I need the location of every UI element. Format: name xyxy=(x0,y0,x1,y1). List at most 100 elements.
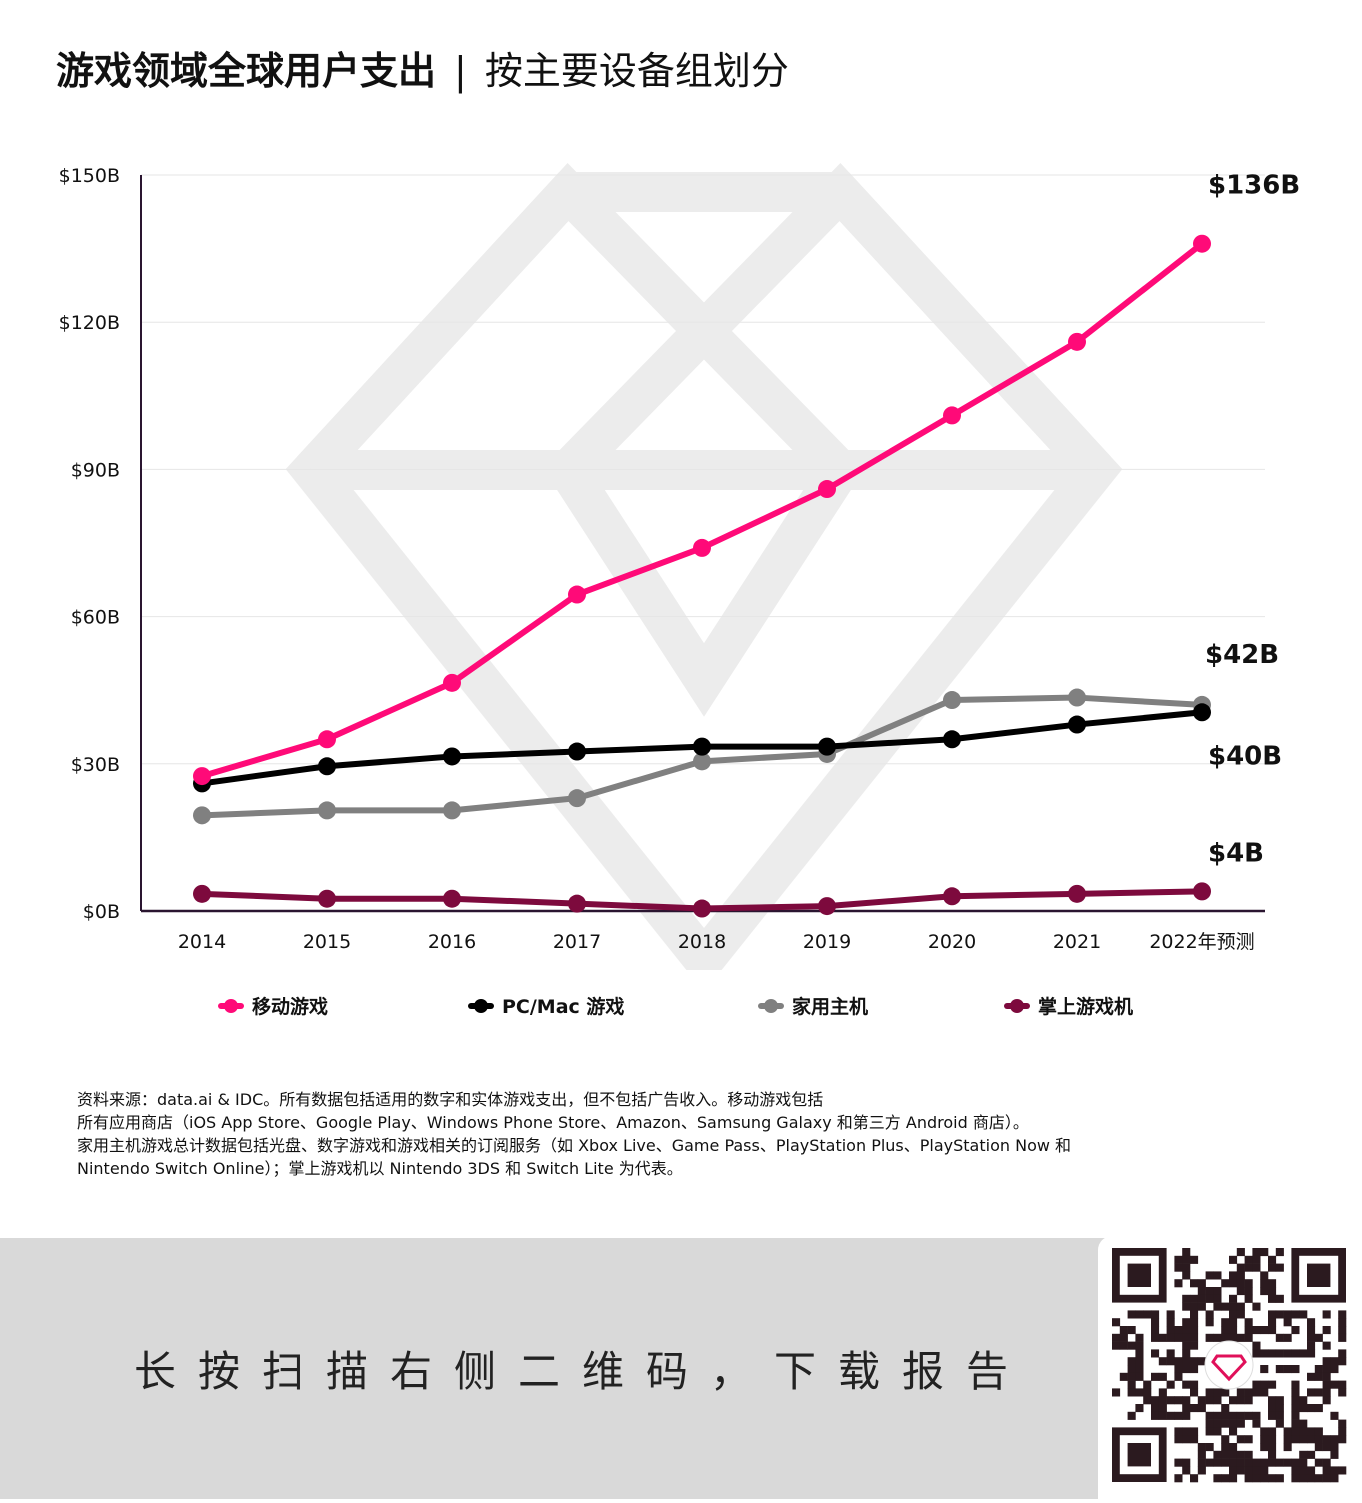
qr-module xyxy=(1190,1365,1199,1374)
qr-module xyxy=(1275,1411,1284,1420)
qr-module xyxy=(1268,1396,1277,1405)
qr-module xyxy=(1166,1310,1175,1319)
qr-module xyxy=(1283,1365,1292,1374)
qr-module xyxy=(1143,1396,1152,1405)
qr-module xyxy=(1182,1271,1191,1280)
qr-module xyxy=(1127,1388,1136,1397)
qr-module xyxy=(1127,1357,1136,1366)
qr-module xyxy=(1236,1287,1245,1296)
qr-module xyxy=(1190,1380,1199,1389)
qr-module xyxy=(1182,1466,1191,1475)
qr-finder xyxy=(1127,1263,1151,1287)
qr-module xyxy=(1236,1435,1245,1444)
qr-module xyxy=(1268,1404,1277,1413)
qr-module xyxy=(1291,1435,1300,1444)
qr-module xyxy=(1330,1357,1339,1366)
qr-module xyxy=(1275,1294,1284,1303)
qr-module xyxy=(1314,1474,1323,1483)
qr-module xyxy=(1244,1458,1253,1467)
x-tick-label: 2017 xyxy=(553,931,601,953)
qr-module xyxy=(1213,1271,1222,1280)
qr-module xyxy=(1213,1419,1222,1428)
qr-module xyxy=(1213,1302,1222,1311)
qr-module xyxy=(1260,1380,1269,1389)
qr-module xyxy=(1151,1411,1160,1420)
qr-module xyxy=(1291,1404,1300,1413)
qr-module xyxy=(1174,1365,1183,1374)
qr-module xyxy=(1190,1333,1199,1342)
qr-module xyxy=(1166,1357,1175,1366)
qr-module xyxy=(1182,1380,1191,1389)
qr-module xyxy=(1307,1427,1316,1436)
data-point xyxy=(443,889,461,908)
qr-module xyxy=(1221,1333,1230,1342)
qr-module xyxy=(1213,1287,1222,1296)
qr-module xyxy=(1299,1427,1308,1436)
qr-module xyxy=(1260,1349,1269,1358)
legend-item: PC/Mac 游戏 xyxy=(468,992,624,1019)
qr-module xyxy=(1291,1380,1300,1389)
qr-module xyxy=(1307,1349,1316,1358)
qr-code-icon[interactable] xyxy=(1098,1236,1362,1499)
qr-module xyxy=(1229,1419,1238,1428)
data-point xyxy=(1193,234,1211,253)
qr-module xyxy=(1236,1263,1245,1272)
qr-module xyxy=(1322,1380,1331,1389)
qr-module xyxy=(1166,1380,1175,1389)
qr-module xyxy=(1260,1443,1269,1452)
qr-module xyxy=(1275,1310,1284,1319)
qr-module xyxy=(1143,1380,1152,1389)
qr-module xyxy=(1221,1404,1230,1413)
qr-module xyxy=(1252,1255,1261,1264)
qr-module xyxy=(1174,1326,1183,1335)
note-line: Nintendo Switch Online）；掌上游戏机以 Nintendo … xyxy=(77,1159,683,1178)
qr-module xyxy=(1244,1255,1253,1264)
qr-module xyxy=(1268,1255,1277,1264)
qr-module xyxy=(1252,1474,1261,1483)
qr-module xyxy=(1229,1333,1238,1342)
qr-module xyxy=(1268,1287,1277,1296)
x-tick-label: 2018 xyxy=(678,931,726,953)
qr-module xyxy=(1244,1411,1253,1420)
qr-module xyxy=(1236,1466,1245,1475)
qr-module xyxy=(1174,1357,1183,1366)
legend-swatch xyxy=(468,998,494,1013)
qr-module xyxy=(1307,1372,1316,1381)
qr-module xyxy=(1174,1255,1183,1264)
qr-module xyxy=(1190,1302,1199,1311)
qr-module xyxy=(1252,1466,1261,1475)
qr-module xyxy=(1338,1333,1347,1342)
qr-module xyxy=(1236,1388,1245,1397)
qr-module xyxy=(1135,1404,1144,1413)
qr-module xyxy=(1229,1279,1238,1288)
qr-module xyxy=(1151,1318,1160,1327)
qr-module xyxy=(1197,1404,1206,1413)
qr-module xyxy=(1221,1411,1230,1420)
qr-module xyxy=(1268,1474,1277,1483)
data-point xyxy=(693,538,711,557)
qr-module xyxy=(1252,1263,1261,1272)
qr-module xyxy=(1221,1279,1230,1288)
download-prompt: 长按扫描右侧二维码，下载报告 xyxy=(134,1347,1031,1396)
qr-module xyxy=(1166,1333,1175,1342)
data-point xyxy=(1068,884,1086,903)
qr-module xyxy=(1182,1411,1191,1420)
x-tick-label: 2022年预测 xyxy=(1149,931,1254,953)
qr-module xyxy=(1314,1333,1323,1342)
qr-module xyxy=(1283,1333,1292,1342)
qr-module xyxy=(1182,1255,1191,1264)
qr-module xyxy=(1244,1333,1253,1342)
qr-module xyxy=(1197,1279,1206,1288)
qr-module xyxy=(1205,1310,1214,1319)
legend: 移动游戏 PC/Mac 游戏 家用主机 掌上游戏机 xyxy=(0,992,1362,1028)
qr-module xyxy=(1112,1318,1121,1327)
qr-module xyxy=(1260,1365,1269,1374)
end-label: $4B xyxy=(1208,838,1264,868)
qr-module xyxy=(1252,1411,1261,1420)
qr-module xyxy=(1221,1450,1230,1459)
x-tick-label: 2016 xyxy=(428,931,476,953)
qr-module xyxy=(1260,1427,1269,1436)
qr-module xyxy=(1236,1333,1245,1342)
data-point xyxy=(568,789,586,808)
qr-module xyxy=(1307,1326,1316,1335)
